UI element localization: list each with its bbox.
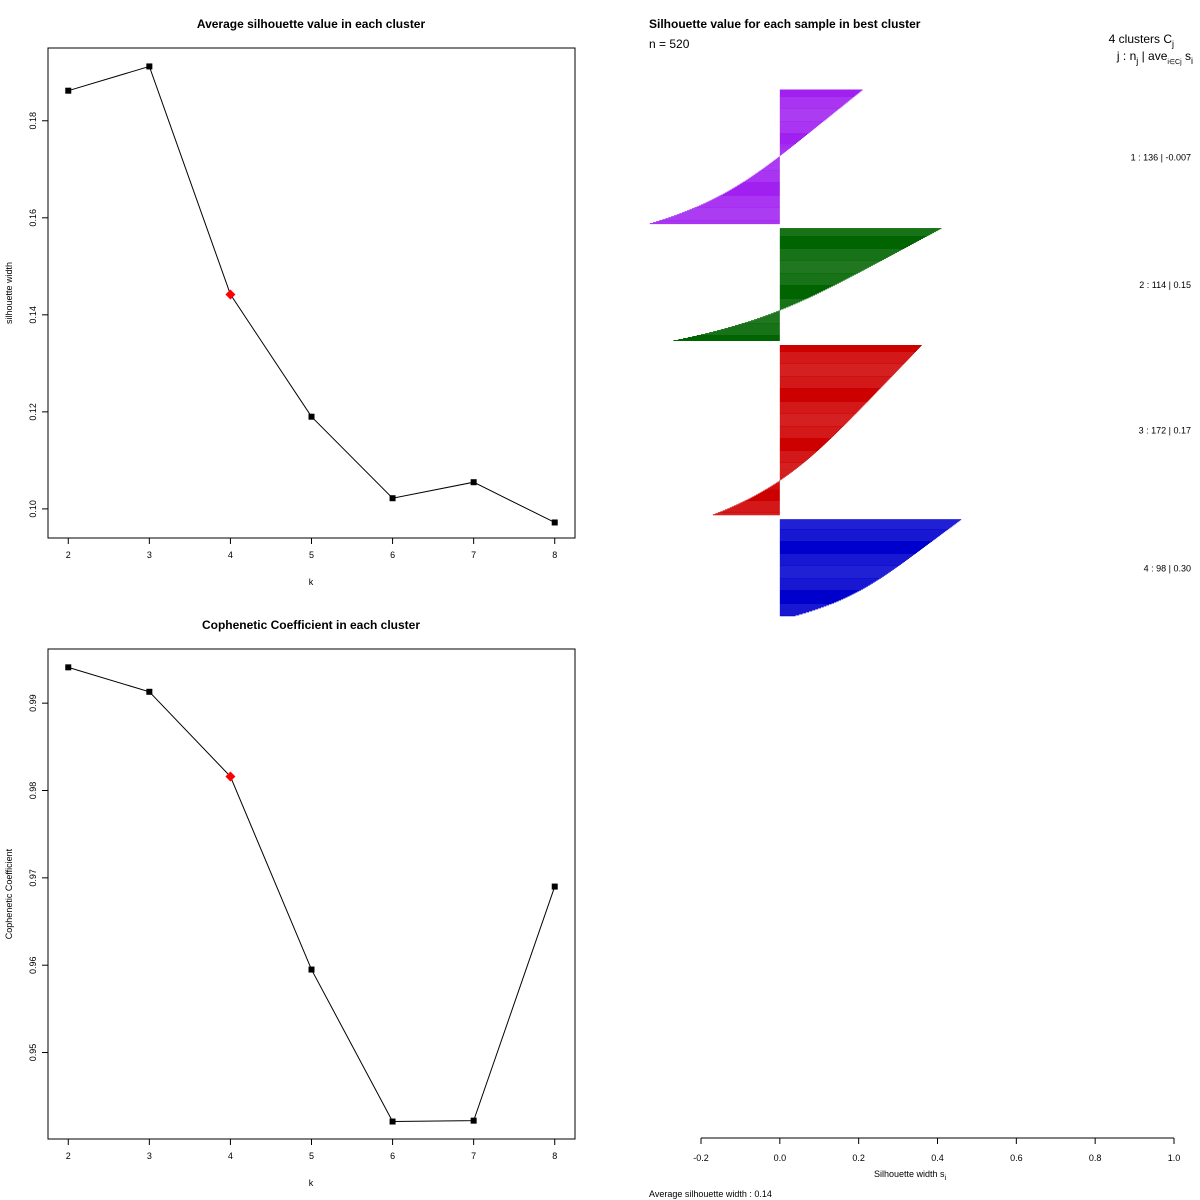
data-point bbox=[308, 413, 315, 420]
cluster-header-s: s bbox=[1182, 49, 1191, 63]
x-tick-label: -0.2 bbox=[693, 1153, 709, 1163]
cluster-header-line-1: 4 clusters Cj bbox=[1109, 32, 1174, 49]
x-tick-label: 1.0 bbox=[1168, 1153, 1181, 1163]
y-tick-label: 0.14 bbox=[28, 306, 38, 324]
cluster-header-text: 4 clusters C bbox=[1109, 32, 1173, 46]
cluster-label-2: 2 : 114 | 0.15 bbox=[1139, 280, 1191, 290]
data-point bbox=[146, 63, 153, 70]
y-tick-label: 0.10 bbox=[28, 500, 38, 518]
silhouette-line-panel: Average silhouette value in each cluster… bbox=[4, 17, 576, 587]
silhouette-line-y-label: silhouette width bbox=[4, 262, 14, 324]
x-tick-label: 5 bbox=[309, 1151, 314, 1161]
cluster-header-s-subscript: i bbox=[1191, 56, 1193, 66]
x-tick-label: 0.0 bbox=[774, 1153, 787, 1163]
data-point bbox=[389, 1118, 396, 1125]
cophenetic-line-x-axis: 2 3 4 5 6 7 8 bbox=[66, 1139, 557, 1161]
cluster-header-ave-subscript: i∈Cj bbox=[1167, 59, 1182, 66]
x-tick-label: 0.8 bbox=[1089, 1153, 1102, 1163]
x-tick-label: 3 bbox=[147, 550, 152, 560]
silhouette-line-x-axis: 2 3 4 5 6 7 8 bbox=[66, 538, 557, 560]
cluster-label-3: 3 : 172 | 0.17 bbox=[1139, 426, 1191, 436]
x-tick-label: 5 bbox=[309, 550, 314, 560]
silhouette-plot-panel: Silhouette value for each sample in best… bbox=[649, 17, 1193, 1199]
cluster-header-subscript: j bbox=[1171, 39, 1174, 49]
y-tick-label: 0.18 bbox=[28, 112, 38, 130]
silhouette-x-label: Silhouette width si bbox=[874, 1169, 947, 1182]
y-tick-label: 0.98 bbox=[28, 782, 38, 800]
data-point bbox=[389, 495, 396, 502]
silhouette-x-axis: -0.2 0.0 0.2 0.4 0.6 0.8 1.0 bbox=[693, 1138, 1180, 1163]
y-tick-label: 0.96 bbox=[28, 956, 38, 974]
y-tick-label: 0.16 bbox=[28, 209, 38, 227]
silhouette-x-label-text: Silhouette width s bbox=[874, 1169, 945, 1179]
cluster-label-1: 1 : 136 | -0.007 bbox=[1131, 152, 1191, 162]
y-tick-label: 0.99 bbox=[28, 694, 38, 712]
cophenetic-line-marks bbox=[65, 664, 558, 1125]
x-tick-label: 8 bbox=[552, 550, 557, 560]
silhouette-line-marks bbox=[65, 63, 558, 526]
cophenetic-line-panel: Cophenetic Coefficient in each cluster 2… bbox=[4, 618, 576, 1188]
x-tick-label: 8 bbox=[552, 1151, 557, 1161]
data-point bbox=[65, 87, 72, 94]
x-tick-label: 7 bbox=[471, 550, 476, 560]
x-tick-label: 2 bbox=[66, 1151, 71, 1161]
data-point bbox=[146, 688, 153, 695]
y-tick-label: 0.97 bbox=[28, 869, 38, 887]
silhouette-x-label-subscript: i bbox=[944, 1175, 946, 1182]
x-tick-label: 0.2 bbox=[852, 1153, 865, 1163]
y-tick-label: 0.12 bbox=[28, 403, 38, 421]
x-tick-label: 0.6 bbox=[1010, 1153, 1023, 1163]
cophenetic-line-y-axis: 0.95 0.96 0.97 0.98 0.99 bbox=[28, 694, 48, 1061]
cluster-label-4: 4 : 98 | 0.30 bbox=[1144, 563, 1191, 573]
highlight-point bbox=[225, 771, 236, 782]
x-tick-label: 4 bbox=[228, 550, 233, 560]
average-silhouette-width-label: Average silhouette width : 0.14 bbox=[649, 1189, 772, 1199]
cluster-header-j-subscript: j bbox=[1135, 56, 1138, 66]
cluster-header-j: j : n bbox=[1116, 49, 1136, 63]
sample-count-label: n = 520 bbox=[649, 37, 690, 51]
cophenetic-line-y-label: Cophenetic Coefficient bbox=[4, 848, 14, 939]
silhouette-plot-title: Silhouette value for each sample in best… bbox=[649, 17, 921, 31]
cophenetic-line-x-label: k bbox=[309, 1178, 314, 1188]
data-point bbox=[65, 664, 72, 671]
x-tick-label: 7 bbox=[471, 1151, 476, 1161]
cluster-header-line-2: j : nj | avei∈Cj si bbox=[1116, 49, 1193, 66]
data-point bbox=[551, 519, 558, 526]
silhouette-bars bbox=[649, 89, 962, 617]
x-tick-label: 0.4 bbox=[931, 1153, 944, 1163]
silhouette-line-title: Average silhouette value in each cluster bbox=[197, 17, 426, 31]
cluster-header-ave: | ave bbox=[1138, 49, 1167, 63]
x-tick-label: 2 bbox=[66, 550, 71, 560]
silhouette-line-x-label: k bbox=[309, 577, 314, 587]
x-tick-label: 6 bbox=[390, 1151, 395, 1161]
cophenetic-line-title: Cophenetic Coefficient in each cluster bbox=[202, 618, 420, 632]
x-tick-label: 4 bbox=[228, 1151, 233, 1161]
data-point bbox=[470, 479, 477, 486]
x-tick-label: 6 bbox=[390, 550, 395, 560]
silhouette-line-y-axis: 0.10 0.12 0.14 0.16 0.18 bbox=[28, 112, 48, 518]
data-point bbox=[470, 1117, 477, 1124]
x-tick-label: 3 bbox=[147, 1151, 152, 1161]
silhouette-cluster-labels: 1 : 136 | -0.007 2 : 114 | 0.15 3 : 172 | … bbox=[1131, 152, 1191, 573]
highlight-point bbox=[225, 289, 236, 300]
data-point bbox=[551, 883, 558, 890]
y-tick-label: 0.95 bbox=[28, 1044, 38, 1062]
data-point bbox=[308, 966, 315, 973]
